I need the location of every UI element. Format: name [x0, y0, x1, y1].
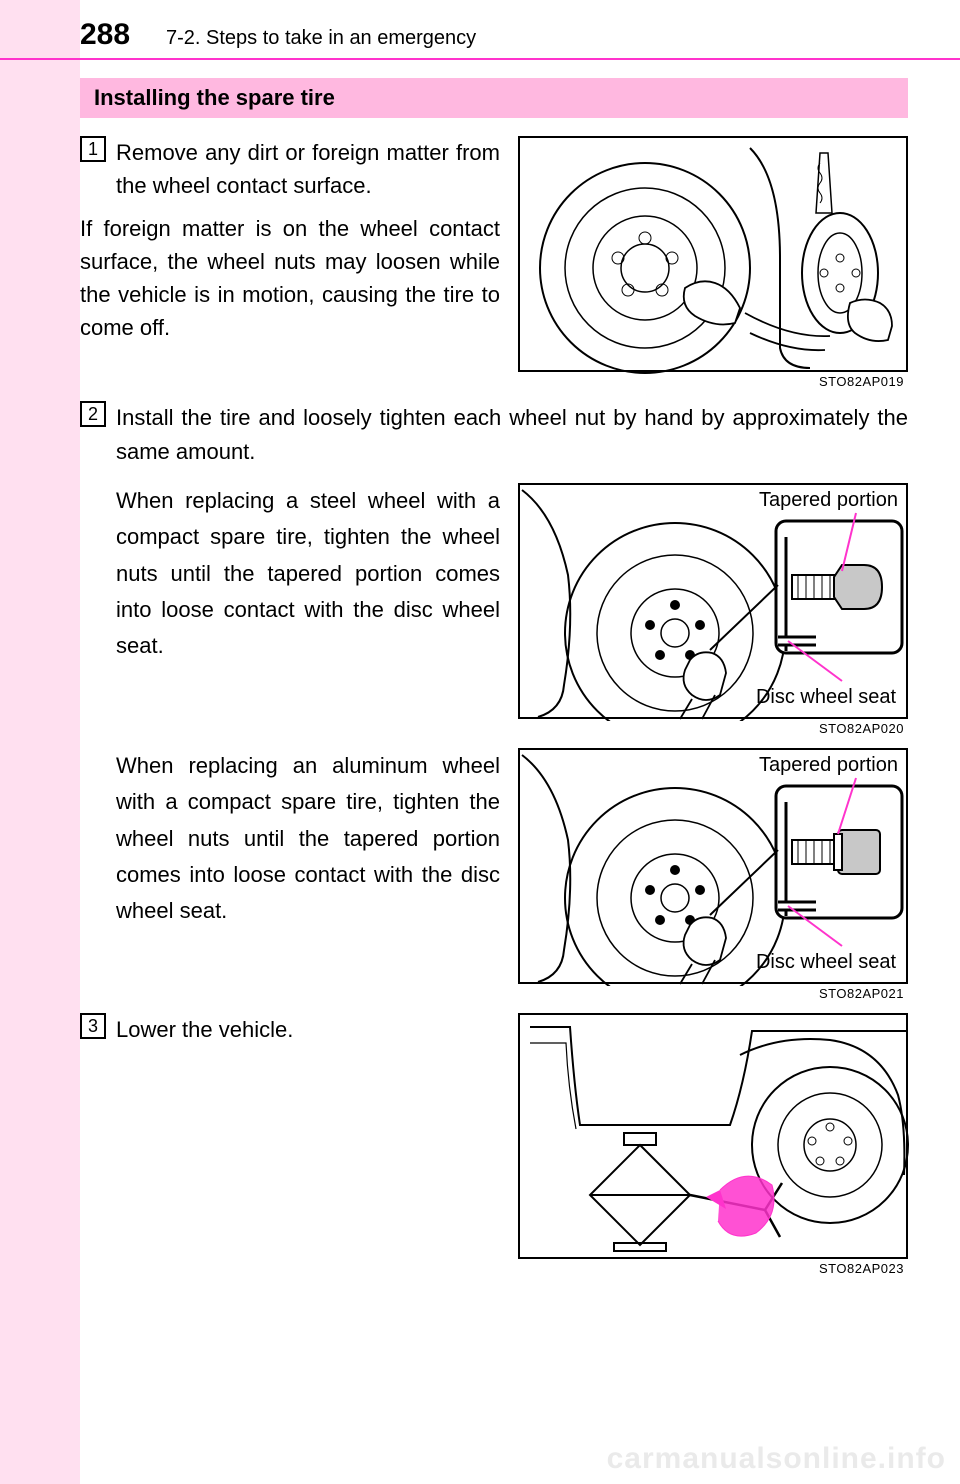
section-title: Installing the spare tire [80, 78, 908, 118]
step-2a-row: When replacing a steel wheel with a comp… [80, 483, 908, 736]
step-1-figure-col: STO82AP019 [518, 136, 908, 389]
step-2a-figure-col: Tapered portion Disc wheel seat STO82AP0… [518, 483, 908, 736]
label-tapered-1: Tapered portion [759, 489, 898, 512]
figure-4-code: STO82AP023 [518, 1259, 908, 1276]
step-2-p1: When replacing a steel wheel with a comp… [116, 483, 500, 664]
step-1-lead: Remove any dirt or foreign matter from t… [116, 136, 500, 202]
step-2b-text: When replacing an aluminum wheel with a … [80, 748, 500, 1001]
page: 288 7-2. Steps to take in an emergency I… [0, 0, 960, 1484]
figure-3: Tapered portion Disc wheel seat [518, 748, 908, 984]
content-area: Installing the spare tire 1 Remove any d… [80, 78, 908, 1288]
step-3-row: 3 Lower the vehicle. [80, 1013, 908, 1276]
page-number: 288 [80, 18, 130, 52]
figure-2-code: STO82AP020 [518, 719, 908, 736]
step-2b-figure-col: Tapered portion Disc wheel seat STO82AP0… [518, 748, 908, 1001]
step-num-3: 3 [80, 1013, 106, 1039]
step-2-lead-row: 2 Install the tire and loosely tighten e… [80, 401, 908, 469]
sidebar-strip [0, 0, 80, 1484]
step-2a-text: When replacing a steel wheel with a comp… [80, 483, 500, 736]
watermark: carmanualsonline.info [607, 1442, 946, 1476]
label-seat-2: Disc wheel seat [756, 951, 896, 974]
step-3-text: 3 Lower the vehicle. [80, 1013, 500, 1276]
step-num-2: 2 [80, 401, 106, 427]
running-head: 7-2. Steps to take in an emergency [166, 27, 476, 50]
figure-3-code: STO82AP021 [518, 984, 908, 1001]
label-tapered-2: Tapered portion [759, 754, 898, 777]
step-2-lead: Install the tire and loosely tighten eac… [116, 401, 908, 469]
label-seat-1: Disc wheel seat [756, 686, 896, 709]
step-3-lead: Lower the vehicle. [116, 1013, 500, 1046]
step-2b-row: When replacing an aluminum wheel with a … [80, 748, 908, 1001]
figure-1-code: STO82AP019 [518, 372, 908, 389]
step-num-1: 1 [80, 136, 106, 162]
figure-2: Tapered portion Disc wheel seat [518, 483, 908, 719]
step-2-p2: When replacing an aluminum wheel with a … [116, 748, 500, 929]
step-3-figure-col: STO82AP023 [518, 1013, 908, 1276]
step-1-body: If foreign matter is on the wheel contac… [80, 212, 500, 344]
step-1-row: 1 Remove any dirt or foreign matter from… [80, 136, 908, 389]
figure-4 [518, 1013, 908, 1259]
header-rule [0, 58, 960, 60]
step-1-text: 1 Remove any dirt or foreign matter from… [80, 136, 500, 389]
figure-1 [518, 136, 908, 372]
